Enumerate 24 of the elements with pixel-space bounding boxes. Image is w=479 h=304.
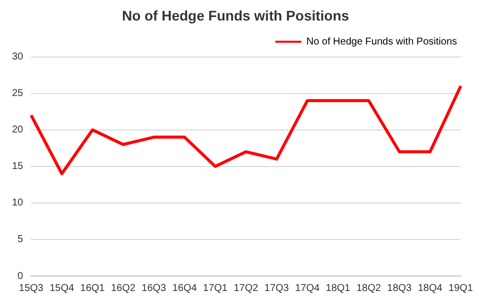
x-tick-label: 18Q1 — [326, 282, 351, 294]
y-tick-label: 25 — [12, 88, 24, 100]
x-tick-label: 18Q2 — [356, 282, 382, 294]
x-tick-label: 17Q3 — [264, 282, 290, 294]
chart-title: No of Hedge Funds with Positions — [122, 7, 350, 24]
y-tick-label: 0 — [18, 270, 24, 282]
x-tick-label: 17Q2 — [234, 282, 259, 294]
legend-label: No of Hedge Funds with Positions — [306, 36, 458, 48]
y-tick-label: 20 — [12, 124, 24, 136]
x-tick-label: 15Q4 — [50, 282, 74, 294]
x-tick-label: 16Q3 — [142, 282, 167, 294]
x-tick-label: 17Q1 — [203, 282, 228, 294]
x-tick-label: 18Q4 — [418, 282, 443, 294]
y-tick-label: 10 — [12, 198, 24, 209]
x-tick-label: 15Q3 — [18, 282, 44, 294]
x-tick-label: 16Q4 — [172, 282, 198, 294]
x-tick-label: 17Q4 — [295, 282, 320, 294]
x-tick-label: 19Q1 — [448, 282, 474, 294]
x-tick-label: 16Q2 — [110, 282, 136, 294]
x-tick-label: 18Q3 — [387, 282, 412, 294]
y-tick-label: 5 — [18, 234, 24, 246]
x-tick-label: 16Q1 — [80, 282, 106, 294]
y-tick-label: 30 — [12, 52, 24, 63]
y-tick-label: 15 — [12, 161, 24, 172]
